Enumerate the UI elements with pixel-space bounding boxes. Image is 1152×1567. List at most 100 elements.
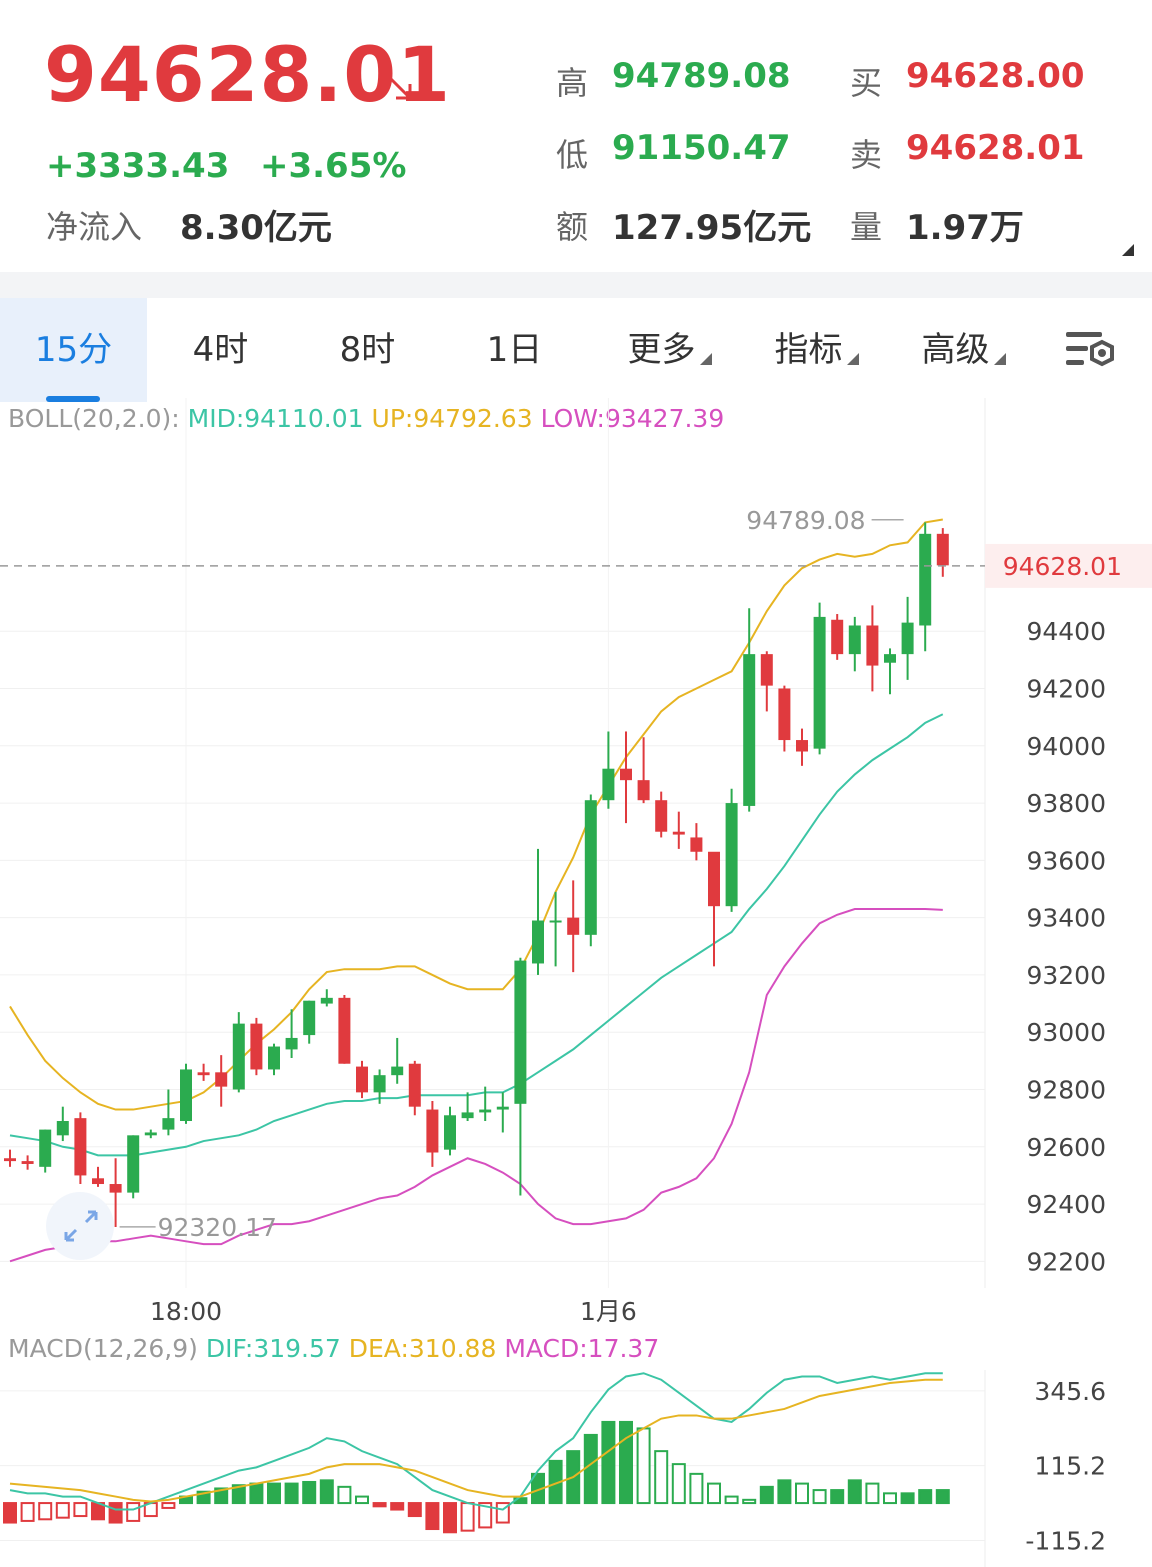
macd-histogram-bar bbox=[214, 1487, 229, 1505]
y-tick-label: 92600 bbox=[1026, 1133, 1106, 1162]
candle-body bbox=[620, 768, 632, 781]
y-tick-label: 94200 bbox=[1026, 675, 1106, 704]
boll-up: UP:94792.63 bbox=[371, 404, 533, 433]
macd-name: MACD(12,26,9) bbox=[8, 1334, 198, 1363]
macd-histogram-bar bbox=[759, 1485, 774, 1505]
candle-body bbox=[549, 920, 562, 923]
macd-histogram-bar bbox=[636, 1427, 651, 1505]
candle-body bbox=[197, 1072, 210, 1076]
candle-body bbox=[426, 1109, 439, 1153]
candle-body bbox=[778, 688, 791, 741]
y-tick-label: 94000 bbox=[1026, 732, 1106, 761]
macd-value: MACD:17.37 bbox=[504, 1334, 660, 1363]
dropdown-caret-icon bbox=[699, 353, 712, 365]
macd-histogram-bar bbox=[161, 1502, 176, 1509]
high-value: 94789.08 bbox=[612, 56, 791, 96]
candlestick-chart[interactable]: 94628.01 94789.08 92320.17 94400 94200 94000… bbox=[0, 398, 1152, 1330]
macd-histogram-bar bbox=[460, 1502, 475, 1532]
candle-body bbox=[92, 1178, 104, 1185]
macd-histogram-bar bbox=[20, 1502, 35, 1522]
macd-histogram-bar bbox=[583, 1433, 598, 1505]
volume-value: 1.97万 bbox=[906, 208, 1024, 248]
candle-body bbox=[725, 803, 738, 907]
tab-15m[interactable]: 15分 bbox=[0, 298, 147, 402]
macd-histogram-bar bbox=[249, 1482, 264, 1505]
section-separator bbox=[0, 272, 1152, 298]
candle-body bbox=[514, 960, 527, 1104]
macd-histogram-bar bbox=[935, 1489, 950, 1505]
candle-body bbox=[180, 1069, 192, 1122]
candle-body bbox=[338, 997, 351, 1064]
tab-advanced[interactable]: 高级 bbox=[890, 298, 1037, 402]
macd-histogram-bar bbox=[302, 1480, 317, 1505]
candle-body bbox=[760, 654, 773, 686]
macd-histogram-bar bbox=[689, 1472, 704, 1505]
candle-body bbox=[127, 1135, 140, 1193]
macd-histogram-bar bbox=[707, 1482, 721, 1505]
candle-body bbox=[391, 1066, 404, 1076]
boll-low: LOW:93427.39 bbox=[540, 404, 725, 433]
high-marker-label: 94789.08 bbox=[746, 506, 865, 535]
candle-body bbox=[320, 997, 333, 1004]
candle-body bbox=[655, 800, 668, 832]
macd-histogram-bar bbox=[126, 1502, 141, 1522]
ask-label: 卖 bbox=[850, 136, 883, 174]
macd-histogram-bar bbox=[601, 1420, 616, 1505]
candle-body bbox=[21, 1161, 34, 1164]
macd-histogram-bar bbox=[267, 1482, 281, 1505]
boll-up-line bbox=[9, 518, 943, 1111]
macd-chart[interactable]: 345.6 115.2 -115.2 bbox=[0, 1370, 1152, 1567]
inflow-value: 8.30亿元 bbox=[180, 208, 332, 248]
candle-body bbox=[848, 625, 861, 655]
low-marker-label: 92320.17 bbox=[158, 1213, 277, 1242]
tab-1d[interactable]: 1日 bbox=[441, 298, 588, 402]
macd-histogram-bar bbox=[38, 1502, 53, 1521]
tab-indicators[interactable]: 指标 bbox=[743, 298, 890, 402]
macd-histogram-bar bbox=[355, 1495, 369, 1505]
candle-body bbox=[831, 619, 844, 655]
macd-dif: DIF:319.57 bbox=[205, 1334, 341, 1363]
candle-body bbox=[39, 1129, 52, 1167]
tab-8h[interactable]: 8时 bbox=[294, 298, 441, 402]
candle-body bbox=[144, 1132, 157, 1136]
macd-histogram-bar bbox=[865, 1482, 880, 1505]
chart-settings-icon[interactable] bbox=[1064, 328, 1118, 372]
macd-histogram-bar bbox=[284, 1482, 299, 1505]
candle-body bbox=[408, 1063, 421, 1107]
macd-histogram-bar bbox=[671, 1463, 686, 1505]
tab-more[interactable]: 更多 bbox=[596, 298, 743, 402]
candle-body bbox=[637, 780, 650, 801]
candle-body bbox=[866, 625, 879, 666]
tab-label: 指标 bbox=[774, 330, 843, 370]
candle-body bbox=[936, 533, 949, 566]
y-tick-label: 93400 bbox=[1026, 904, 1106, 933]
expand-corner-icon[interactable] bbox=[1122, 244, 1134, 256]
macd-histogram-bar bbox=[407, 1502, 422, 1518]
arrow-down-right-icon bbox=[388, 76, 412, 100]
boll-legend: BOLL(20,2.0): MID:94110.01 UP:94792.63 L… bbox=[8, 404, 724, 433]
candle-body bbox=[4, 1158, 16, 1162]
fullscreen-button[interactable] bbox=[46, 1192, 114, 1260]
amount-label: 额 bbox=[556, 208, 589, 246]
candle-body bbox=[813, 616, 826, 749]
dropdown-caret-icon bbox=[846, 353, 859, 365]
macd-dea-line bbox=[9, 1378, 943, 1503]
volume-label: 量 bbox=[850, 208, 883, 246]
active-tab-indicator bbox=[46, 396, 100, 402]
candle-body bbox=[303, 1000, 316, 1036]
boll-low-line bbox=[9, 908, 943, 1263]
ticker-header: 94628.01 +3333.43 +3.65% 净流入 8.30亿元 高 94… bbox=[0, 0, 1152, 272]
candle-body bbox=[672, 831, 685, 835]
tab-4h[interactable]: 4时 bbox=[147, 298, 294, 402]
tab-label: 4时 bbox=[192, 330, 249, 370]
macd-tick-label: 115.2 bbox=[1034, 1452, 1106, 1481]
x-tick-label: 18:00 bbox=[150, 1297, 222, 1326]
expand-icon bbox=[64, 1210, 98, 1242]
macd-histogram-bar bbox=[337, 1485, 352, 1505]
y-tick-label: 92400 bbox=[1026, 1190, 1106, 1219]
tab-label: 15分 bbox=[34, 330, 113, 370]
dropdown-caret-icon bbox=[993, 353, 1006, 365]
boll-mid-line bbox=[9, 713, 944, 1157]
candle-body bbox=[796, 740, 808, 752]
tab-label: 8时 bbox=[339, 330, 396, 370]
